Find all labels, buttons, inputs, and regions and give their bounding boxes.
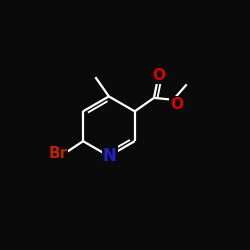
Text: O: O [152,68,165,83]
Text: O: O [170,97,183,112]
Text: Br: Br [48,146,68,161]
Text: N: N [103,147,117,165]
